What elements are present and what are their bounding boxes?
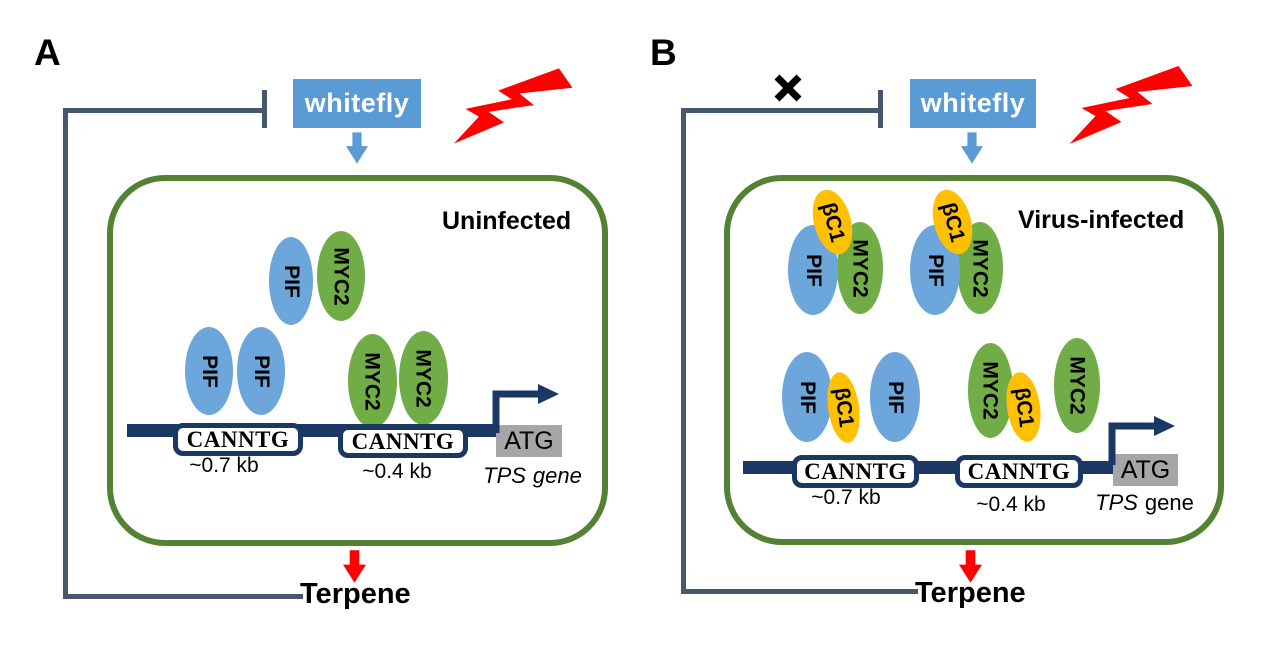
myc2-protein: MYC2 [348,334,397,428]
lightning-icon-b [1069,66,1193,144]
tps-gene-label-b: TPS gene [1095,490,1194,515]
whitefly-box-a: whitefly [293,79,421,128]
pif-protein: PIF [269,237,313,325]
feedback-line-top-b [681,108,882,113]
panel-b-label: B [650,32,677,73]
ebox-2-b: CANNTG [955,455,1083,488]
cell-state-label-b: Virus-infected [1018,206,1185,234]
myc2-protein: MYC2 [317,231,365,321]
whitefly-box-b: whitefly [910,79,1036,128]
feedback-line-vertical-b [681,108,686,592]
whitefly-label-b: whitefly [920,88,1026,118]
whitefly-down-arrow-icon-a [346,132,368,164]
upstream-distance-2-a: ~0.4 kb [362,460,432,483]
inhibition-tbar-a [262,90,267,128]
panel-a-label: A [34,32,61,73]
cell-state-label-a: Uninfected [442,207,572,235]
upstream-distance-1-b: ~0.7 kb [811,486,881,509]
pif-protein: PIF [782,352,832,442]
pif-protein: PIF [870,352,920,442]
ebox-1-b: CANNTG [792,455,919,488]
atg-box-b: ATG [1113,454,1178,486]
tps-gene-label-a: TPS gene [483,463,582,488]
myc2-protein: MYC2 [968,343,1013,438]
blocked-cross-icon [774,74,802,102]
whitefly-down-arrow-icon-b [961,132,983,164]
ebox-2-a: CANNTG [338,425,468,458]
feedback-line-bottom-b [681,589,918,594]
inhibition-tbar-b [878,90,883,128]
upstream-distance-2-b: ~0.4 kb [976,493,1046,516]
whitefly-label-a: whitefly [304,88,410,118]
ebox-1-a: CANNTG [173,423,303,456]
terpene-arrow-icon-b [959,550,982,583]
feedback-line-vertical-a [63,108,68,597]
upstream-distance-1-a: ~0.7 kb [189,454,259,477]
lightning-icon-a [453,68,573,144]
terpene-label-b: Terpene [915,577,1026,609]
atg-box-a: ATG [496,425,562,457]
terpene-label-a: Terpene [300,578,411,610]
feedback-line-top-a [63,108,266,113]
transcription-arrow-icon-b [1108,416,1175,465]
pif-protein: PIF [185,327,233,415]
myc2-protein: MYC2 [399,331,448,425]
feedback-line-bottom-a [63,594,303,599]
transcription-arrow-icon-a [492,384,559,433]
terpene-arrow-icon-a [343,550,366,583]
myc2-protein: MYC2 [1054,338,1100,433]
pif-protein: PIF [237,327,285,415]
